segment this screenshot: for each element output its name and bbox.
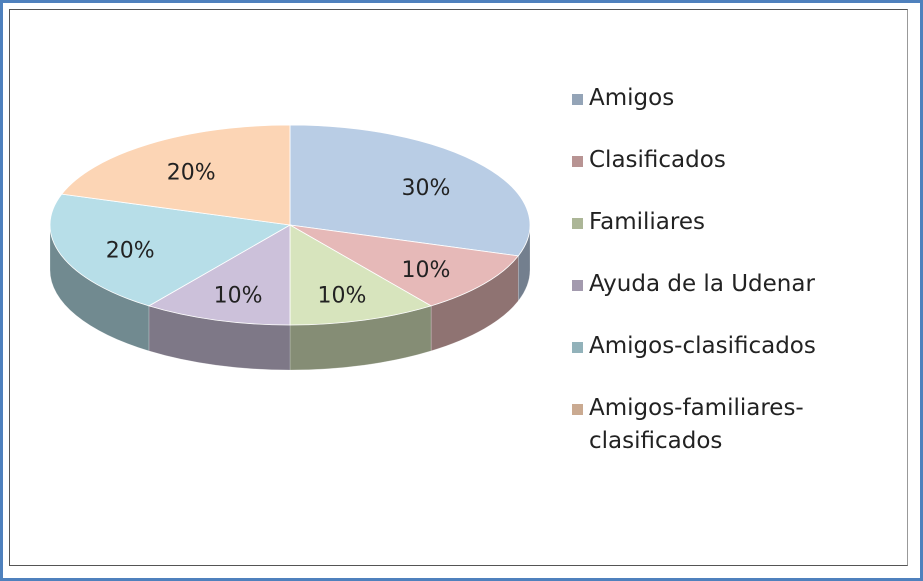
legend-swatch — [572, 342, 583, 353]
pie-slice — [289, 124, 531, 257]
legend-entry: Amigos — [572, 82, 842, 115]
legend-swatch — [572, 218, 583, 229]
legend-swatch — [572, 404, 583, 415]
legend-swatch — [572, 280, 583, 291]
legend-label: Familiares — [589, 209, 705, 235]
pie-slice — [289, 224, 519, 307]
legend-label: Clasificados — [589, 147, 726, 173]
legend-label: Ayuda de la Udenar — [589, 271, 815, 297]
legend-entry: Familiares — [572, 206, 842, 239]
data-label: 30% — [401, 176, 450, 201]
legend-swatch — [572, 94, 583, 105]
data-label: 20% — [106, 239, 155, 264]
legend-entry: Amigos-familiares-clasificados — [572, 392, 842, 458]
data-label: 10% — [317, 284, 366, 309]
data-label: 10% — [401, 258, 450, 283]
chart-area — [9, 9, 908, 566]
legend-entry: Ayuda de la Udenar — [572, 268, 842, 301]
data-label: 20% — [167, 160, 216, 185]
legend-entry: Amigos-clasificados — [572, 330, 842, 363]
pie-slice — [147, 224, 291, 326]
legend-entry: Clasificados — [572, 144, 842, 177]
legend-label: Amigos-familiares-clasificados — [589, 395, 804, 454]
legend-label: Amigos — [589, 85, 675, 111]
pie-slice — [49, 193, 292, 307]
legend: Amigos Clasificados Familiares Ayuda de la … — [572, 82, 842, 487]
pie-slice — [61, 124, 291, 226]
data-label: 10% — [214, 284, 263, 309]
pie-slice — [289, 224, 433, 326]
legend-swatch — [572, 156, 583, 167]
legend-label: Amigos-clasificados — [589, 333, 816, 359]
